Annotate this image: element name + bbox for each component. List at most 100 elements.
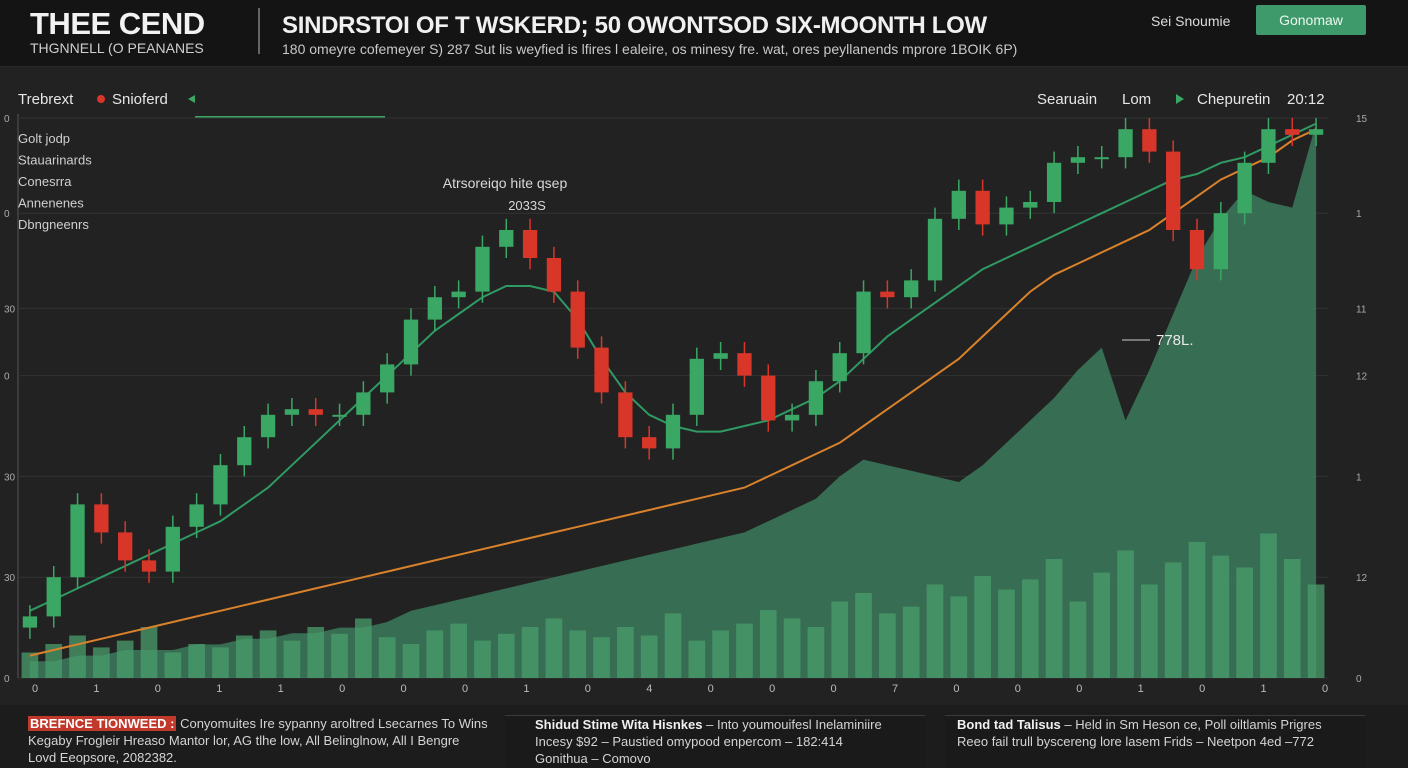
volume-bar <box>926 584 944 678</box>
candle-body <box>570 291 585 348</box>
candle-body <box>1189 230 1205 270</box>
x-tick-label: 1 <box>278 683 284 695</box>
footer-panel: BREFNCE TIONWEED : Conyomuites Ire sypan… <box>28 715 488 768</box>
volume-bar <box>1117 550 1134 678</box>
volume-bar <box>545 618 563 678</box>
candle-body <box>642 437 657 449</box>
candle-body <box>546 258 562 292</box>
candle-body <box>451 291 466 298</box>
candle-body <box>1308 129 1324 135</box>
headline: SINDRSTOI OF T WSKERD; 50 OWONTSOD SIX-M… <box>282 12 987 39</box>
volume-bar <box>1212 555 1230 678</box>
candle-body <box>999 207 1014 225</box>
candle-body <box>403 319 419 365</box>
panel-line: Lovd Eeopsore, 2082382. <box>28 750 177 765</box>
candle-body <box>1213 213 1228 270</box>
volume-bar <box>1283 559 1301 678</box>
candle-body <box>832 353 847 382</box>
candle-body <box>118 532 133 561</box>
legend-label: 20:12 <box>1287 91 1325 108</box>
header-button[interactable]: Gonomaw <box>1256 5 1366 35</box>
volume-bar <box>950 596 968 678</box>
volume-bar <box>1093 572 1111 678</box>
legend-label: Trebrext <box>18 91 74 108</box>
candle-body <box>1261 129 1276 163</box>
candle-body <box>22 616 38 628</box>
candle-body <box>1285 129 1300 135</box>
y-tick-label: 0 <box>4 372 10 383</box>
separator <box>258 8 260 54</box>
moving-average-line <box>29 128 1317 657</box>
footer-panel: Shidud Stime Wita Hisnkes – Into youmoui… <box>505 715 925 768</box>
candle-body <box>213 465 228 505</box>
candle-body <box>927 218 943 281</box>
x-tick-label: 0 <box>1199 683 1205 695</box>
x-tick-label: 0 <box>401 683 407 695</box>
candle-body <box>284 409 300 415</box>
right-tick-label: 12 <box>1356 573 1368 584</box>
volume-bar <box>712 630 729 678</box>
x-tick-label: 1 <box>216 683 222 695</box>
annotation: Atrsoreiqo hite qsep <box>443 175 568 191</box>
volume-bar <box>1236 567 1253 678</box>
legend-label: Lom <box>1122 91 1151 108</box>
volume-bar <box>378 637 396 678</box>
header-link[interactable]: Sei Snoumie <box>1151 13 1231 29</box>
volume-bar <box>902 606 920 678</box>
candle-body <box>522 230 538 258</box>
volume-bar <box>259 630 277 678</box>
panel-title: Shidud Stime Wita Hisnkes <box>535 717 703 732</box>
x-tick-label: 0 <box>32 683 38 695</box>
volume-bar <box>998 589 1015 678</box>
volume-bar <box>617 627 634 678</box>
candle-body <box>165 526 180 572</box>
volume-bar <box>759 610 777 678</box>
volume-bar <box>140 627 158 678</box>
x-tick-label: 0 <box>953 683 959 695</box>
volume-bar <box>521 627 539 678</box>
brand-sub: THGNNELL (O PEANANES <box>30 40 204 56</box>
x-tick-label: 0 <box>339 683 345 695</box>
x-tick-label: 1 <box>1261 683 1267 695</box>
right-tick-label: 12 <box>1356 372 1368 383</box>
right-tick-label: 15 <box>1356 114 1368 125</box>
y-tick-label: 30 <box>4 472 16 483</box>
volume-bar <box>497 633 515 678</box>
annotation: 2033S <box>508 198 546 213</box>
volume-bar <box>974 576 991 678</box>
candle-body <box>1070 157 1086 163</box>
x-tick-label: 0 <box>1076 683 1082 695</box>
candle-body <box>594 347 609 393</box>
volume-bar <box>593 637 610 678</box>
x-tick-label: 0 <box>1322 683 1328 695</box>
candle-body <box>737 353 752 376</box>
volume-bar <box>736 623 753 678</box>
header <box>0 0 1408 67</box>
volume-bar <box>1069 601 1087 678</box>
x-tick-label: 1 <box>523 683 529 695</box>
overlay-label: Annenenes <box>18 196 84 211</box>
legend-dot <box>97 95 105 103</box>
candle-body <box>356 392 371 415</box>
candle-body <box>189 504 204 527</box>
volume-bar <box>116 640 134 678</box>
area <box>29 123 1317 679</box>
volume-bar <box>640 635 658 678</box>
volume-bar <box>1307 584 1325 678</box>
candle-body <box>761 375 776 421</box>
legend-label: Snioferd <box>112 91 168 108</box>
volume-bar <box>331 633 348 678</box>
volume-bar <box>69 635 86 678</box>
candle-body <box>260 414 276 438</box>
candle-body <box>665 414 681 449</box>
annotation: 778L. <box>1156 332 1194 349</box>
y-tick-label: 0 <box>4 209 10 220</box>
volume-bar <box>402 644 420 678</box>
panel-line: Incesy $92 – Paustied omypood enpercom –… <box>535 734 843 749</box>
volume-bar <box>450 623 467 678</box>
candle-body <box>1046 162 1062 202</box>
volume-bar <box>21 652 39 678</box>
candle-body <box>808 381 824 415</box>
candle-body <box>856 291 871 354</box>
